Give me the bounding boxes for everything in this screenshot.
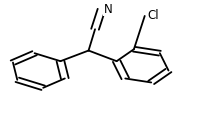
Text: Cl: Cl [147, 9, 159, 22]
Text: N: N [104, 3, 113, 16]
